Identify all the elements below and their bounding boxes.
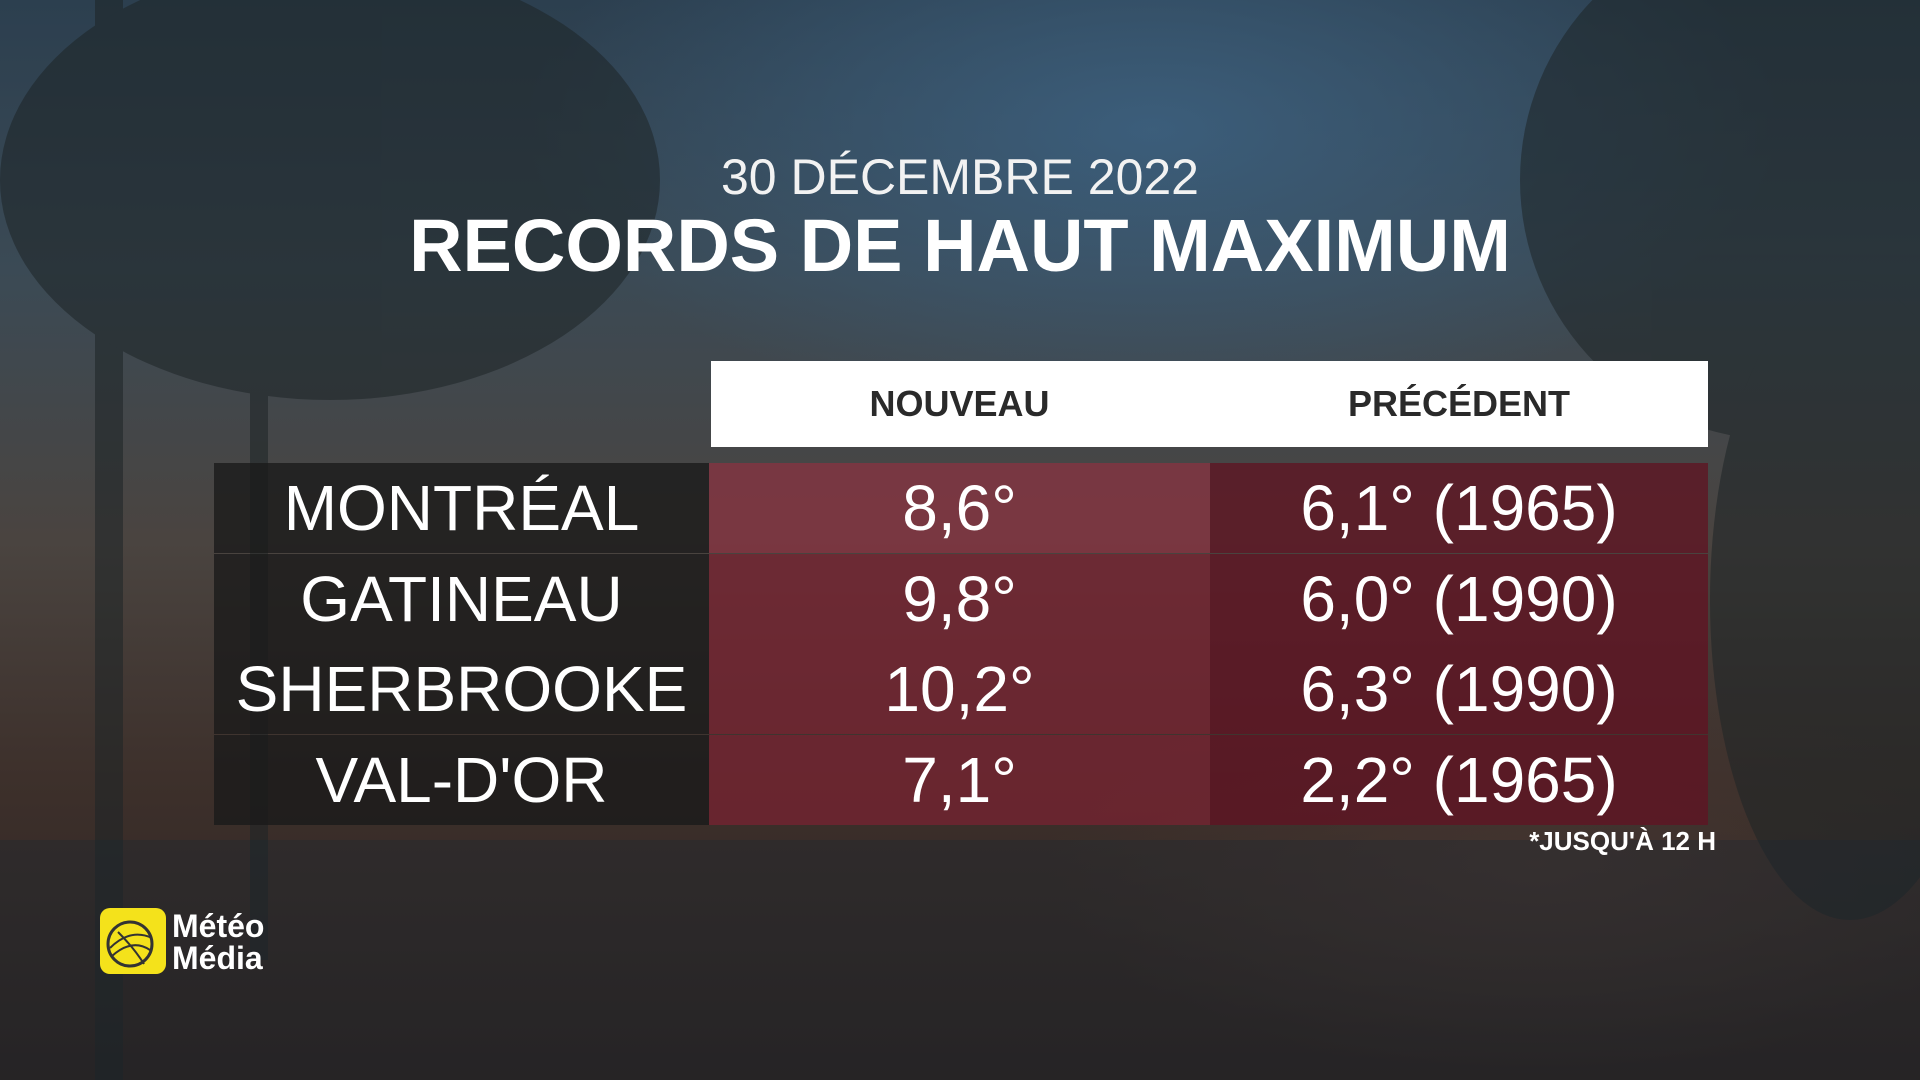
table-row: GATINEAU 9,8° 6,0° (1990) — [214, 553, 1708, 644]
logo-text: Météo — [172, 908, 265, 944]
city: VAL-D'OR — [214, 734, 709, 825]
previous-record: 6,3° (1990) — [1210, 644, 1708, 734]
previous-record: 6,1° (1965) — [1210, 463, 1708, 553]
column-header: NOUVEAU — [869, 383, 1050, 424]
footnote: *JUSQU'À 12 H — [1529, 826, 1716, 856]
column-header: PRÉCÉDENT — [1347, 383, 1571, 424]
table-row: VAL-D'OR 7,1° 2,2° (1965) — [214, 734, 1708, 825]
new-record: 9,8° — [709, 553, 1210, 644]
city: SHERBROOKE — [214, 644, 709, 734]
new-record: 8,6° — [709, 463, 1210, 553]
previous-record: 6,0° (1990) — [1210, 553, 1708, 644]
logo-text: Média — [172, 940, 263, 976]
title: RECORDS DE HAUT MAXIMUM — [409, 204, 1511, 287]
city: MONTRÉAL — [214, 463, 709, 553]
table-header: NOUVEAU PRÉCÉDENT — [711, 361, 1708, 447]
previous-record: 2,2° (1965) — [1210, 734, 1708, 825]
city: GATINEAU — [214, 553, 709, 644]
logo-icon — [100, 908, 166, 974]
table-row: MONTRÉAL 8,6° 6,1° (1965) — [214, 463, 1708, 553]
date: 30 DÉCEMBRE 2022 — [720, 149, 1199, 205]
table-row: SHERBROOKE 10,2° 6,3° (1990) — [214, 644, 1708, 734]
new-record: 10,2° — [709, 644, 1210, 734]
new-record: 7,1° — [709, 734, 1210, 825]
logo-globe — [106, 920, 154, 968]
